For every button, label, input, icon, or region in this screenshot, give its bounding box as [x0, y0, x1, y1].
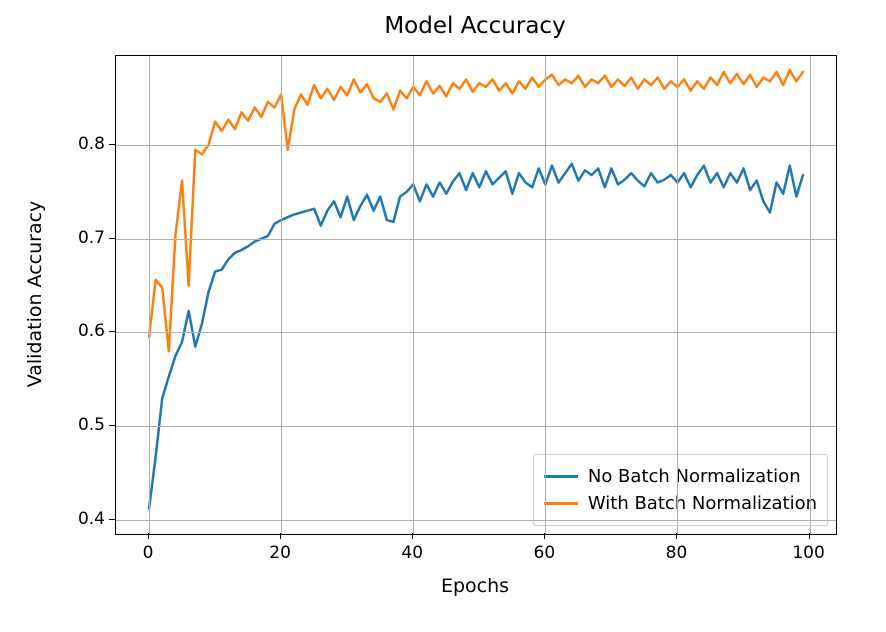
x-tick-mark [280, 533, 281, 539]
y-tick-mark [109, 238, 115, 239]
y-tick-mark [109, 331, 115, 332]
grid-line-vertical [545, 56, 546, 534]
grid-line-horizontal [116, 145, 836, 146]
x-tick-label: 40 [401, 543, 423, 563]
grid-line-vertical [810, 56, 811, 534]
x-tick-mark [544, 533, 545, 539]
y-axis-label: Validation Accuracy [24, 201, 46, 388]
y-tick-label: 0.8 [75, 134, 105, 154]
legend-item: No Batch Normalization [544, 463, 817, 490]
grid-line-horizontal [116, 426, 836, 427]
legend-label: With Batch Normalization [588, 490, 817, 517]
x-tick-mark [809, 533, 810, 539]
x-tick-mark [148, 533, 149, 539]
legend-swatch [544, 502, 578, 505]
chart-figure: Model Accuracy Epochs Validation Accurac… [0, 0, 886, 632]
x-tick-label: 60 [534, 543, 556, 563]
grid-line-vertical [149, 56, 150, 534]
legend-label: No Batch Normalization [588, 463, 801, 490]
grid-line-vertical [677, 56, 678, 534]
x-tick-label: 80 [666, 543, 688, 563]
legend-item: With Batch Normalization [544, 490, 817, 517]
plot-area: No Batch NormalizationWith Batch Normali… [115, 55, 837, 535]
series-line [149, 70, 803, 351]
y-tick-label: 0.6 [75, 321, 105, 341]
grid-line-vertical [281, 56, 282, 534]
y-tick-mark [109, 144, 115, 145]
y-tick-label: 0.7 [75, 228, 105, 248]
y-tick-mark [109, 519, 115, 520]
y-tick-label: 0.4 [75, 509, 105, 529]
grid-line-horizontal [116, 520, 836, 521]
x-tick-mark [676, 533, 677, 539]
x-tick-mark [412, 533, 413, 539]
grid-line-horizontal [116, 332, 836, 333]
legend: No Batch NormalizationWith Batch Normali… [533, 454, 828, 526]
chart-title: Model Accuracy [384, 13, 565, 39]
x-tick-label: 20 [269, 543, 291, 563]
grid-line-vertical [413, 56, 414, 534]
grid-line-horizontal [116, 239, 836, 240]
x-tick-label: 0 [143, 543, 154, 563]
y-tick-label: 0.5 [75, 415, 105, 435]
x-tick-label: 100 [792, 543, 824, 563]
legend-swatch [544, 475, 578, 478]
x-axis-label: Epochs [441, 575, 509, 597]
y-tick-mark [109, 425, 115, 426]
